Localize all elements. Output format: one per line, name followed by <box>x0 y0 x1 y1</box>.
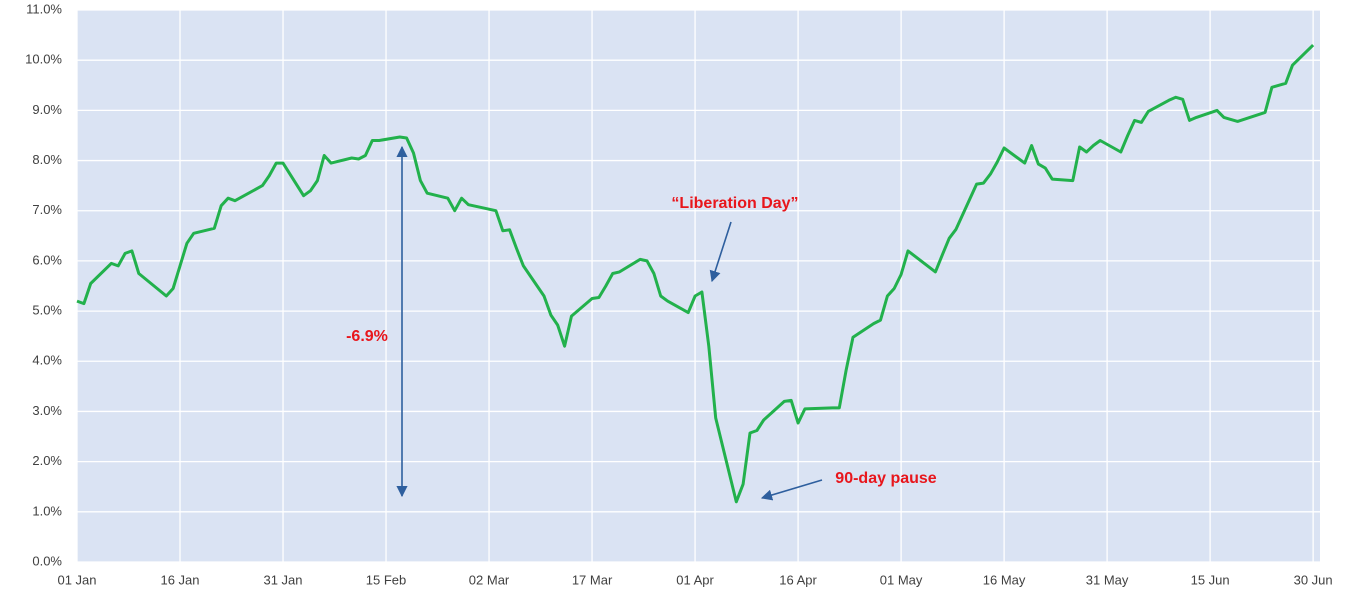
y-tick-label: 10.0% <box>25 52 62 67</box>
y-tick-label: 4.0% <box>32 353 62 368</box>
y-tick-label: 9.0% <box>32 102 62 117</box>
y-tick-label: 7.0% <box>32 202 62 217</box>
x-tick-label: 01 May <box>880 572 923 587</box>
data-line <box>76 44 1315 504</box>
annotation-arrow <box>760 479 823 501</box>
y-tick-label: 8.0% <box>32 152 62 167</box>
y-tick-label: 6.0% <box>32 252 62 267</box>
annotation: -6.9% <box>346 328 388 345</box>
y-tick-label: 2.0% <box>32 453 62 468</box>
y-tick-label: 3.0% <box>32 403 62 418</box>
x-tick-label: 01 Apr <box>676 572 714 587</box>
annotation: “Liberation Day” <box>671 195 798 212</box>
x-tick-label: 01 Jan <box>57 572 96 587</box>
plot-area <box>77 10 1320 562</box>
x-tick-label: 02 Mar <box>469 572 510 587</box>
x-tick-label: 16 Apr <box>779 572 817 587</box>
x-tick-label: 16 May <box>983 572 1026 587</box>
y-tick-label: 0.0% <box>32 553 62 568</box>
x-tick-label: 15 Jun <box>1191 572 1230 587</box>
annotation-arrow <box>709 221 732 283</box>
annotation: 90-day pause <box>835 470 936 487</box>
y-tick-label: 11.0% <box>26 1 62 16</box>
x-tick-label: 31 May <box>1086 572 1129 587</box>
x-tick-label: 15 Feb <box>366 572 406 587</box>
x-tick-label: 17 Mar <box>572 572 613 587</box>
x-tick-label: 16 Jan <box>160 572 199 587</box>
x-tick-label: 30 Jun <box>1294 572 1333 587</box>
x-tick-label: 31 Jan <box>263 572 302 587</box>
y-tick-label: 5.0% <box>32 303 62 318</box>
y-tick-label: 1.0% <box>32 503 62 518</box>
